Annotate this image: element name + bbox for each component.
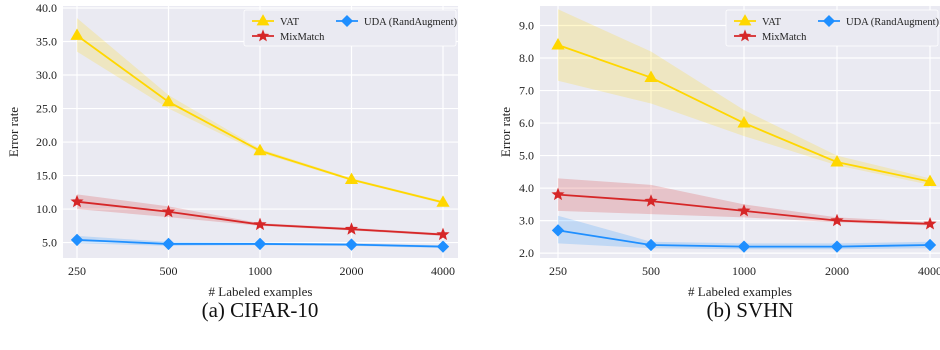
data-point-mixmatch [830, 213, 844, 227]
data-point-vat [70, 28, 84, 40]
confidence-band-vat [558, 9, 930, 185]
y-tick-label: 25.0 [36, 102, 57, 116]
legend-label-vat: VAT [762, 17, 782, 28]
y-axis-label: Error rate [498, 107, 513, 157]
data-point-vat [830, 155, 844, 167]
data-point-mixmatch [344, 222, 359, 235]
data-point-vat [551, 38, 565, 50]
y-tick-label: 7.0 [519, 84, 534, 98]
y-tick-label: 40.0 [36, 1, 57, 15]
x-tick-label: 250 [549, 264, 567, 278]
y-tick-label: 4.0 [519, 181, 534, 195]
data-point-vat [644, 70, 658, 82]
data-point-uda-randaugment [737, 240, 751, 253]
data-point-vat [161, 94, 176, 107]
y-tick-label: 3.0 [519, 214, 534, 228]
y-tick-label: 2.0 [519, 246, 534, 260]
y-tick-label: 5.0 [519, 149, 534, 163]
x-tick-label: 250 [68, 264, 86, 278]
y-tick-label: 10.0 [36, 202, 57, 216]
legend: VAT MixMatch UDA (RandAugment) [725, 9, 940, 47]
data-point-uda-randaugment [923, 238, 937, 252]
legend-marker-uda-randaugment [822, 14, 836, 28]
x-tick-label: 4000 [431, 264, 455, 278]
data-point-mixmatch [737, 203, 751, 217]
legend-box [243, 9, 457, 47]
data-point-mixmatch [923, 216, 937, 230]
x-tick-label: 500 [160, 264, 178, 278]
legend-marker-mixmatch [256, 29, 270, 42]
data-point-mixmatch [161, 204, 176, 218]
data-point-vat [436, 195, 450, 207]
x-tick-label: 2000 [825, 264, 849, 278]
x-axis-label: # Labeled examples [688, 284, 792, 299]
y-tick-label: 35.0 [36, 35, 57, 49]
y-tick-label: 30.0 [36, 68, 57, 82]
data-point-uda-randaugment [253, 237, 267, 251]
data-point-vat [344, 172, 359, 185]
data-point-uda-randaugment [551, 224, 565, 237]
data-point-vat [253, 143, 267, 156]
data-point-uda-randaugment [162, 237, 175, 251]
x-tick-label: 4000 [918, 264, 940, 278]
y-tick-label: 15.0 [36, 169, 57, 183]
data-point-uda-randaugment [436, 240, 450, 253]
data-point-mixmatch [436, 227, 450, 241]
y-tick-label: 9.0 [519, 19, 534, 33]
x-tick-label: 500 [642, 264, 660, 278]
data-point-mixmatch [644, 194, 658, 207]
x-axis-label: # Labeled examples [209, 284, 313, 299]
data-point-uda-randaugment [70, 233, 84, 247]
x-tick-label: 1000 [248, 264, 272, 278]
caption-cifar10: (a) CIFAR-10 [201, 298, 319, 322]
y-tick-label: 6.0 [519, 116, 534, 130]
y-tick-label: 8.0 [519, 51, 534, 65]
legend-label-uda-randaugment: UDA (RandAugment) [846, 17, 940, 28]
legend-marker-vat [256, 14, 270, 26]
plot-area [540, 6, 940, 258]
legend: VAT MixMatch UDA (RandAugment) [243, 9, 458, 47]
data-point-mixmatch [253, 217, 267, 231]
caption-svhn: (b) SVHN [706, 298, 794, 322]
chart-cifar10: 5.0 10.0 15.0 20.0 25.0 30.0 35.0 40.0 250 500 100… [6, 1, 458, 299]
legend-box [725, 9, 939, 47]
chart-svhn: 2.0 3.0 4.0 5.0 6.0 7.0 8.0 9.0 250 500 1000 2000 40… [498, 6, 940, 299]
data-point-mixmatch [551, 187, 565, 201]
legend-marker-vat [738, 14, 752, 26]
data-point-uda-randaugment [345, 238, 358, 251]
legend-label-vat: VAT [280, 17, 300, 28]
x-tick-label: 1000 [732, 264, 756, 278]
x-tick-label: 2000 [340, 264, 364, 278]
confidence-band-mixmatch [558, 178, 930, 226]
data-point-mixmatch [70, 194, 84, 208]
legend-label-uda-randaugment: UDA (RandAugment) [364, 17, 458, 28]
legend-marker-uda-randaugment [340, 14, 354, 28]
legend-label-mixmatch: MixMatch [280, 32, 325, 43]
data-point-uda-randaugment [830, 240, 844, 253]
legend-label-mixmatch: MixMatch [762, 32, 807, 43]
y-axis-label: Error rate [6, 107, 21, 157]
legend-marker-mixmatch [738, 29, 752, 42]
data-point-vat [737, 116, 751, 128]
y-tick-label: 20.0 [36, 135, 57, 149]
y-tick-label: 5.0 [42, 236, 57, 250]
data-point-uda-randaugment [644, 238, 658, 252]
data-point-vat [923, 174, 937, 187]
